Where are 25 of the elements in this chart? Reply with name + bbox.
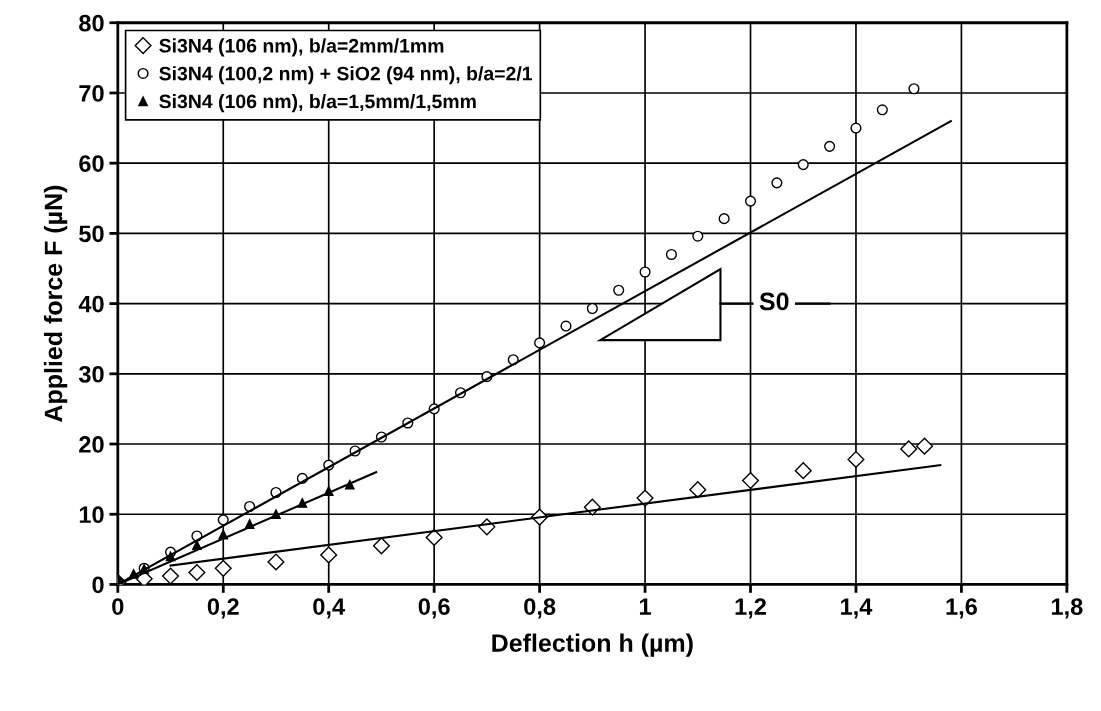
legend-label: Si3N4 (106 nm), b/a=2mm/1mm [159, 38, 444, 57]
x-tick-label: 1 [639, 598, 651, 615]
y-tick-label: 40 [78, 295, 104, 313]
x-tick-label: 0,4 [313, 598, 345, 619]
y-axis-title: Applied force F (µN) [43, 185, 68, 422]
x-tick-label: 1,2 [735, 598, 766, 619]
legend-label: Si3N4 (100,2 nm) + SiO2 (94 nm), b/a=2/1 [159, 66, 533, 85]
x-tick-label: 0,2 [207, 598, 239, 619]
x-tick-label: 1,6 [946, 598, 977, 619]
y-tick-label: 20 [79, 436, 104, 453]
x-tick-label: 0,8 [524, 598, 556, 619]
annotation: S0 [759, 292, 789, 311]
y-tick-label: 60 [79, 155, 104, 172]
x-tick-label: 1,8 [1051, 598, 1083, 619]
y-tick-label: 0 [92, 576, 104, 594]
y-tick-label: 30 [78, 365, 104, 383]
x-tick-label: 0,6 [418, 598, 450, 619]
legend-label: Si3N4 (106 nm), b/a=1,5mm/1,5mm [159, 94, 476, 113]
y-tick-label: 50 [79, 225, 104, 243]
x-tick-label: 0 [112, 598, 124, 615]
y-tick-label: 10 [79, 506, 104, 524]
x-tick-label: 1,4 [841, 598, 873, 619]
y-tick-label: 70 [79, 85, 104, 102]
y-tick-label: 80 [79, 14, 104, 32]
x-axis-title: Deflection h (µm) [492, 633, 693, 657]
